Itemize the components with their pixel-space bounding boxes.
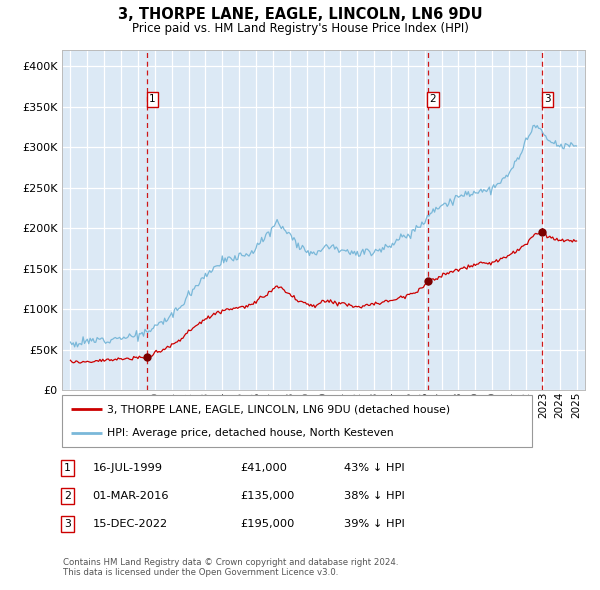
Text: 15-DEC-2022: 15-DEC-2022 [92, 519, 167, 529]
Text: 39% ↓ HPI: 39% ↓ HPI [344, 519, 405, 529]
Text: Contains HM Land Registry data © Crown copyright and database right 2024.
This d: Contains HM Land Registry data © Crown c… [63, 558, 398, 577]
Text: 01-MAR-2016: 01-MAR-2016 [92, 491, 169, 501]
Text: 43% ↓ HPI: 43% ↓ HPI [344, 463, 405, 473]
Text: 1: 1 [64, 463, 71, 473]
Text: 1: 1 [149, 94, 155, 104]
Text: £135,000: £135,000 [241, 491, 295, 501]
Text: 3: 3 [544, 94, 551, 104]
Text: 2: 2 [64, 491, 71, 501]
Text: £41,000: £41,000 [241, 463, 287, 473]
Text: 16-JUL-1999: 16-JUL-1999 [92, 463, 163, 473]
Text: 3, THORPE LANE, EAGLE, LINCOLN, LN6 9DU: 3, THORPE LANE, EAGLE, LINCOLN, LN6 9DU [118, 7, 482, 22]
Text: 3, THORPE LANE, EAGLE, LINCOLN, LN6 9DU (detached house): 3, THORPE LANE, EAGLE, LINCOLN, LN6 9DU … [107, 404, 450, 414]
FancyBboxPatch shape [62, 395, 532, 447]
Text: £195,000: £195,000 [241, 519, 295, 529]
Text: HPI: Average price, detached house, North Kesteven: HPI: Average price, detached house, Nort… [107, 428, 393, 438]
Text: Price paid vs. HM Land Registry's House Price Index (HPI): Price paid vs. HM Land Registry's House … [131, 22, 469, 35]
Text: 38% ↓ HPI: 38% ↓ HPI [344, 491, 405, 501]
Text: 3: 3 [64, 519, 71, 529]
Text: 2: 2 [430, 94, 436, 104]
